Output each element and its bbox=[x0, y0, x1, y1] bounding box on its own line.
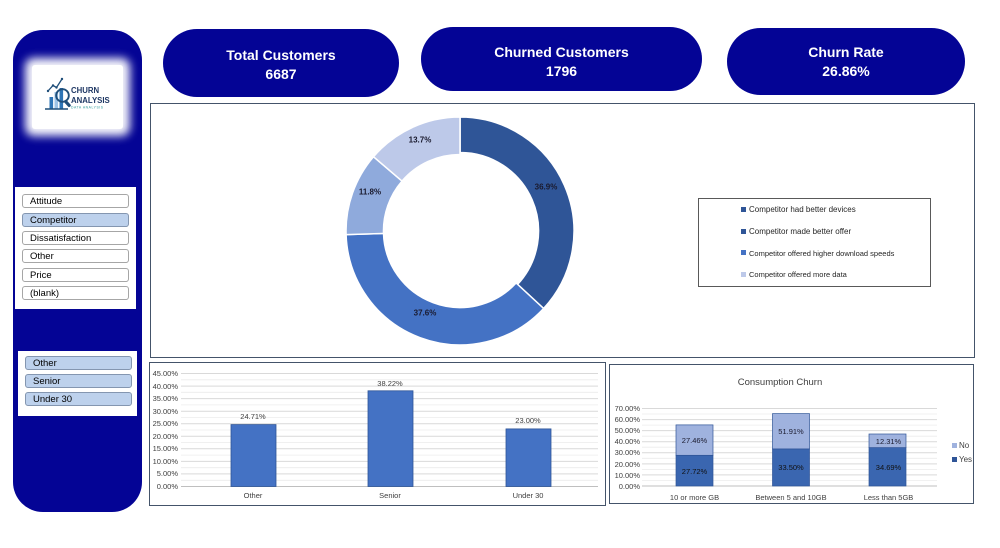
svg-text:DATA ANALYSIS: DATA ANALYSIS bbox=[71, 106, 104, 110]
svg-text:CHURN: CHURN bbox=[71, 86, 100, 95]
svg-text:ANALYSIS: ANALYSIS bbox=[71, 96, 110, 105]
